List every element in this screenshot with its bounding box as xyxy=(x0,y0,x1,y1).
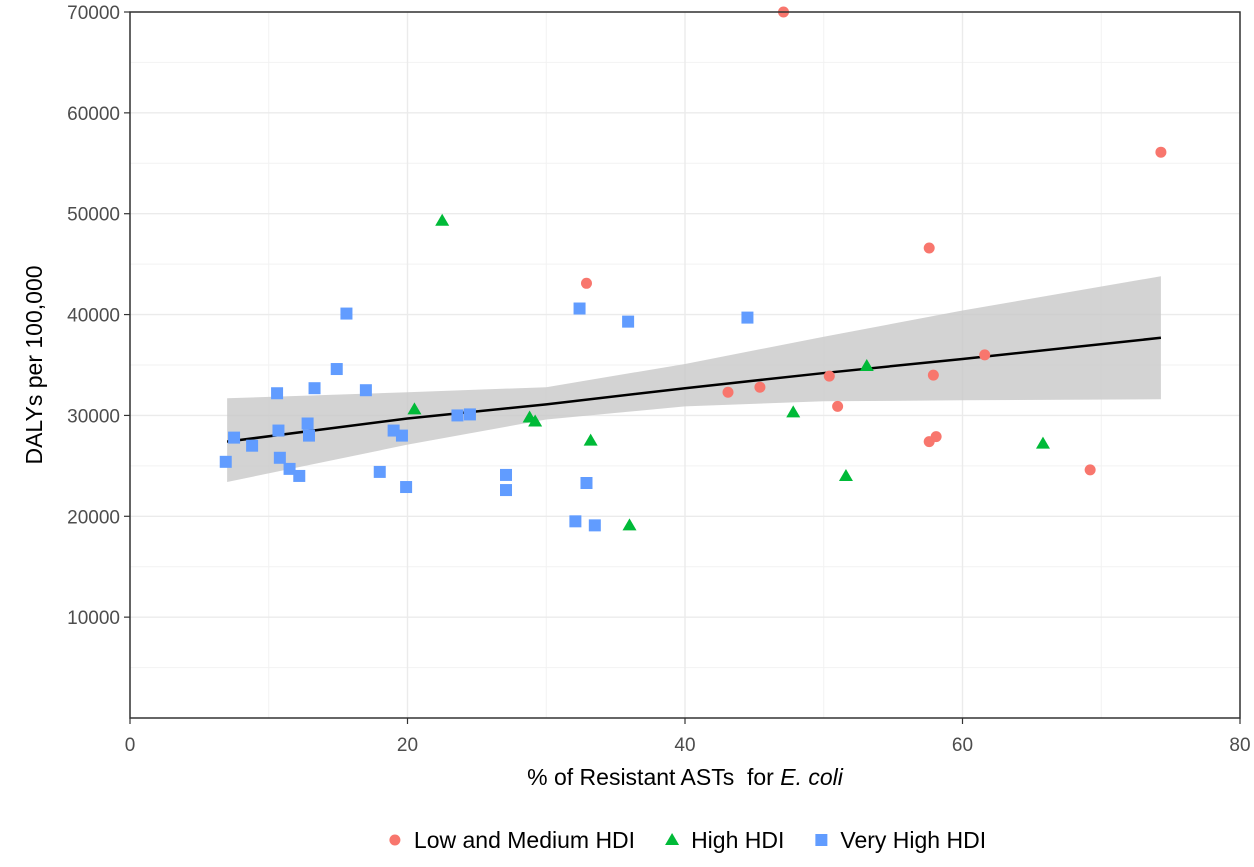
legend-key-low-and-medium-hdi xyxy=(389,834,401,846)
point-very-high-hdi xyxy=(573,302,586,315)
point-very-high-hdi xyxy=(588,519,601,532)
point-very-high-hdi xyxy=(569,515,582,528)
point-high-hdi xyxy=(1035,436,1050,449)
point-very-high-hdi xyxy=(228,431,241,444)
point-high-hdi xyxy=(838,468,853,481)
point-very-high-hdi xyxy=(271,387,284,400)
point-very-high-hdi xyxy=(451,409,464,422)
point-very-high-hdi xyxy=(301,417,314,430)
y-tick-label: 60000 xyxy=(67,104,120,125)
point-low-and-medium-hdi xyxy=(979,349,991,361)
point-low-and-medium-hdi xyxy=(754,381,766,393)
y-tick-label: 40000 xyxy=(67,306,120,327)
point-very-high-hdi xyxy=(500,484,513,497)
x-tick-label: 40 xyxy=(674,735,695,756)
confidence-band xyxy=(227,276,1161,482)
x-axis-title-text: % of Resistant ASTs for xyxy=(527,764,780,790)
y-tick-label: 70000 xyxy=(67,3,120,24)
x-tick-label: 0 xyxy=(125,735,136,756)
point-high-hdi xyxy=(407,402,422,415)
point-very-high-hdi xyxy=(463,408,476,421)
point-high-hdi xyxy=(786,405,801,418)
point-low-and-medium-hdi xyxy=(1084,464,1096,476)
point-very-high-hdi xyxy=(400,481,413,494)
data-points-layer xyxy=(219,6,1167,532)
point-high-hdi xyxy=(859,359,874,372)
point-low-and-medium-hdi xyxy=(722,386,734,398)
point-low-and-medium-hdi xyxy=(930,431,942,443)
point-very-high-hdi xyxy=(308,382,321,395)
point-low-and-medium-hdi xyxy=(832,400,844,412)
point-very-high-hdi xyxy=(395,429,408,442)
x-tick-label: 80 xyxy=(1229,735,1250,756)
point-very-high-hdi xyxy=(330,363,343,376)
y-tick-label: 20000 xyxy=(67,507,120,528)
trend-line xyxy=(226,336,1162,443)
point-high-hdi xyxy=(622,518,637,531)
point-very-high-hdi xyxy=(246,439,259,452)
point-low-and-medium-hdi xyxy=(927,369,939,381)
point-high-hdi xyxy=(435,213,450,226)
x-axis-title-italic: E. coli xyxy=(780,764,844,790)
y-tick-label: 50000 xyxy=(67,205,120,226)
point-high-hdi xyxy=(528,414,543,427)
point-very-high-hdi xyxy=(373,465,386,478)
point-very-high-hdi xyxy=(293,469,306,482)
legend-label: Very High HDI xyxy=(840,827,986,853)
point-very-high-hdi xyxy=(272,424,285,437)
legend-key-very-high-hdi xyxy=(815,834,828,846)
point-low-and-medium-hdi xyxy=(823,370,835,382)
point-very-high-hdi xyxy=(580,477,593,490)
point-very-high-hdi xyxy=(622,315,635,328)
point-very-high-hdi xyxy=(359,384,372,397)
x-tick-label: 20 xyxy=(397,735,418,756)
point-high-hdi xyxy=(583,433,598,446)
point-very-high-hdi xyxy=(500,468,513,481)
point-very-high-hdi xyxy=(741,311,754,324)
legend-key-high-hdi xyxy=(665,833,680,845)
point-very-high-hdi xyxy=(219,455,232,468)
legend-label: High HDI xyxy=(691,827,784,853)
point-very-high-hdi xyxy=(340,307,353,320)
x-tick-label: 60 xyxy=(952,735,973,756)
y-axis-title: DALYs per 100,000 xyxy=(21,265,47,464)
legend: Low and Medium HDI High HDI Very High HDI xyxy=(389,827,986,853)
point-very-high-hdi xyxy=(302,429,315,442)
y-tick-label: 30000 xyxy=(67,406,120,427)
point-very-high-hdi xyxy=(273,451,286,464)
confidence-band-layer xyxy=(227,276,1161,482)
point-very-high-hdi xyxy=(283,462,296,475)
trend-line-layer xyxy=(226,336,1162,443)
point-low-and-medium-hdi xyxy=(580,277,592,289)
legend-label: Low and Medium HDI xyxy=(414,827,635,853)
y-tick-label: 10000 xyxy=(67,608,120,629)
point-low-and-medium-hdi xyxy=(923,242,935,254)
axis-ticks-layer: 0 20 40 60 80 10000 20000 30000 40000 50000 60000 7… xyxy=(67,3,1250,756)
x-axis-title: % of Resistant ASTs for E. coli xyxy=(527,764,844,790)
point-low-and-medium-hdi xyxy=(1155,146,1167,158)
